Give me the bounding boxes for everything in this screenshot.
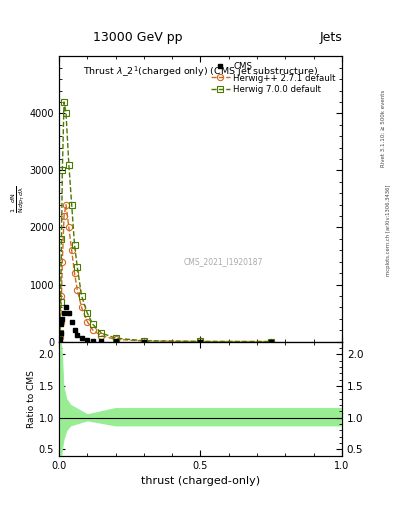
Herwig 7.0.0 default	[59, 236, 64, 242]
Herwig++ 2.7.1 default	[99, 333, 104, 339]
CMS	[64, 304, 68, 310]
Herwig++ 2.7.1 default	[59, 293, 64, 299]
CMS	[62, 310, 66, 316]
Herwig++ 2.7.1 default	[66, 224, 71, 230]
CMS	[75, 332, 80, 338]
Line: Herwig++ 2.7.1 default: Herwig++ 2.7.1 default	[57, 202, 274, 345]
Text: Thrust $\lambda\_2^1$(charged only) (CMS jet substructure): Thrust $\lambda\_2^1$(charged only) (CMS…	[83, 65, 318, 79]
Herwig 7.0.0 default	[64, 110, 68, 116]
Herwig++ 2.7.1 default	[60, 259, 65, 265]
Herwig 7.0.0 default	[75, 264, 80, 270]
Line: CMS: CMS	[57, 305, 274, 344]
Herwig 7.0.0 default	[62, 99, 66, 105]
Herwig 7.0.0 default	[69, 202, 74, 208]
Herwig 7.0.0 default	[99, 330, 104, 336]
Herwig++ 2.7.1 default	[198, 338, 203, 345]
Legend: CMS, Herwig++ 2.7.1 default, Herwig 7.0.0 default: CMS, Herwig++ 2.7.1 default, Herwig 7.0.…	[209, 60, 338, 95]
CMS	[72, 327, 77, 333]
Herwig 7.0.0 default	[90, 322, 95, 328]
CMS	[141, 338, 146, 345]
Line: Herwig 7.0.0 default: Herwig 7.0.0 default	[57, 99, 274, 345]
CMS	[59, 322, 64, 328]
CMS	[60, 316, 65, 322]
Text: Jets: Jets	[319, 31, 342, 44]
Herwig 7.0.0 default	[198, 338, 203, 345]
Herwig++ 2.7.1 default	[69, 247, 74, 253]
CMS	[99, 338, 104, 344]
CMS	[113, 338, 118, 345]
Text: CMS_2021_I1920187: CMS_2021_I1920187	[184, 257, 263, 266]
Herwig++ 2.7.1 default	[57, 334, 62, 340]
Herwig 7.0.0 default	[269, 338, 274, 345]
Herwig++ 2.7.1 default	[141, 338, 146, 344]
CMS	[198, 338, 203, 345]
Y-axis label: Ratio to CMS: Ratio to CMS	[27, 370, 36, 428]
Herwig++ 2.7.1 default	[269, 338, 274, 345]
Herwig 7.0.0 default	[79, 293, 84, 299]
CMS	[269, 338, 274, 345]
Herwig++ 2.7.1 default	[64, 202, 68, 208]
CMS	[90, 337, 95, 344]
CMS	[58, 330, 63, 336]
CMS	[66, 310, 71, 316]
Herwig 7.0.0 default	[60, 167, 65, 174]
Herwig++ 2.7.1 default	[113, 336, 118, 343]
Herwig 7.0.0 default	[113, 335, 118, 341]
Herwig 7.0.0 default	[72, 242, 77, 248]
Herwig 7.0.0 default	[66, 162, 71, 168]
X-axis label: thrust (charged-only): thrust (charged-only)	[141, 476, 260, 486]
Herwig++ 2.7.1 default	[58, 318, 63, 325]
Herwig++ 2.7.1 default	[90, 327, 95, 333]
Herwig 7.0.0 default	[141, 337, 146, 344]
CMS	[79, 335, 84, 341]
Herwig++ 2.7.1 default	[72, 270, 77, 276]
Herwig++ 2.7.1 default	[62, 213, 66, 219]
Herwig 7.0.0 default	[85, 310, 90, 316]
CMS	[57, 336, 62, 342]
Herwig 7.0.0 default	[58, 298, 63, 305]
Y-axis label: $\frac{1}{\mathrm{N}} \frac{d\mathrm{N}}{d\mathrm{p}_\mathrm{T}\, d\mathrm{\lamb: $\frac{1}{\mathrm{N}} \frac{d\mathrm{N}}…	[9, 185, 27, 212]
CMS	[85, 337, 90, 343]
Herwig 7.0.0 default	[57, 330, 62, 336]
Herwig++ 2.7.1 default	[85, 318, 90, 325]
CMS	[69, 318, 74, 325]
Text: mcplots.cern.ch [arXiv:1306.3436]: mcplots.cern.ch [arXiv:1306.3436]	[386, 185, 391, 276]
Text: 13000 GeV pp: 13000 GeV pp	[93, 31, 182, 44]
Herwig++ 2.7.1 default	[75, 287, 80, 293]
Herwig++ 2.7.1 default	[79, 304, 84, 310]
Text: Rivet 3.1.10; ≥ 500k events: Rivet 3.1.10; ≥ 500k events	[381, 90, 386, 166]
